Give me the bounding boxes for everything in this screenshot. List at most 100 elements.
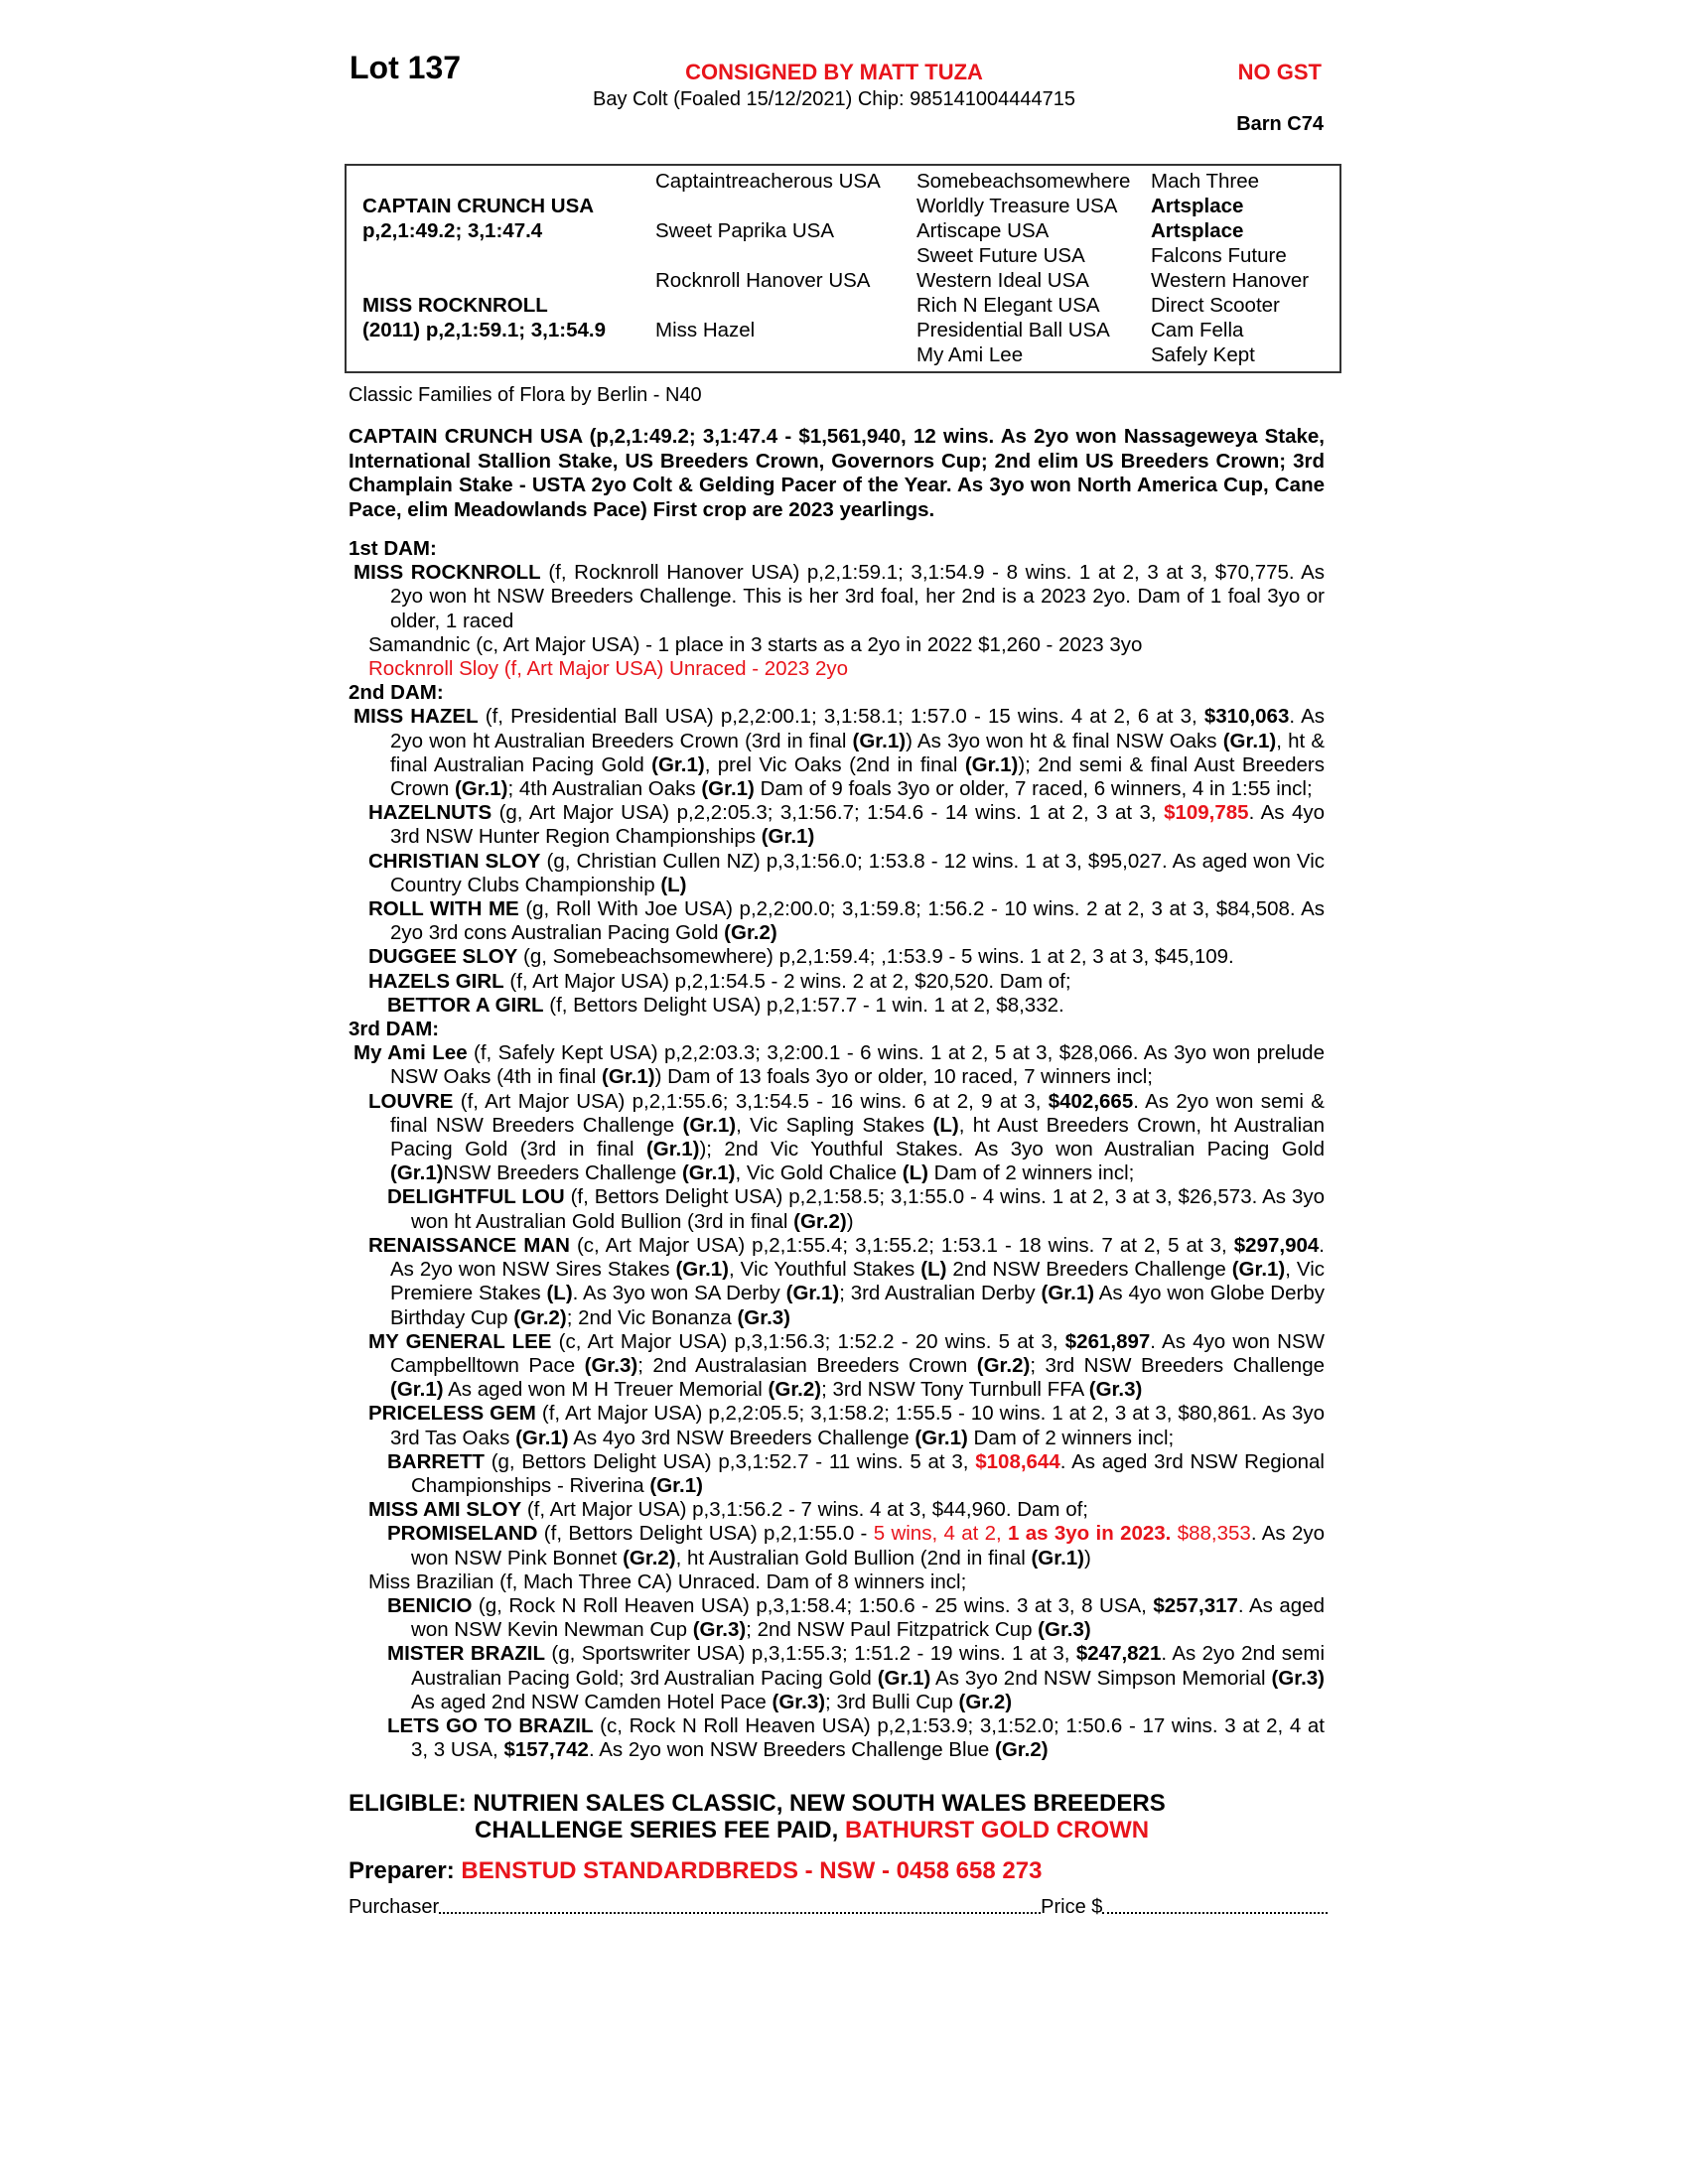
bold-text: (Gr.2): [768, 1378, 822, 1402]
bold-text: (Gr.2): [995, 1738, 1049, 1762]
entry-text: Samandnic (c, Art Major USA) - 1 place i…: [368, 632, 1143, 656]
bold-text: (Gr.1): [964, 752, 1019, 776]
entry-text: . As 2yo won NSW Breeders Challenge Blue: [588, 1738, 996, 1762]
eligibility-line-2: CHALLENGE SERIES FEE PAID, BATHURST GOLD…: [349, 1817, 1166, 1843]
pedigree-entry: MISTER BRAZIL (g, Sportswriter USA) p,3,…: [349, 1642, 1325, 1714]
bold-text: CHRISTIAN SLOY: [368, 849, 541, 873]
bold-text: ROLL WITH ME: [368, 897, 519, 921]
bold-text: (Gr.1): [390, 1161, 444, 1185]
bold-text: (L): [660, 873, 687, 896]
entry-text: ); 2nd semi & final Aust Breeders Crown: [390, 752, 1326, 801]
entry-text: Dam of 2 winners incl;: [967, 1426, 1175, 1449]
bold-text: (Gr.1): [761, 825, 815, 849]
family-line: Classic Families of Flora by Berlin - N4…: [349, 384, 702, 406]
entry-text: (f, Bettors Delight USA) p,2,1:57.7 - 1 …: [543, 993, 1064, 1017]
entry-text: (g, Rock N Roll Heaven USA) p,3,1:58.4; …: [472, 1593, 1154, 1617]
purchaser-field[interactable]: [439, 1912, 1042, 1914]
entry-text: ; 2nd Vic Bonanza: [566, 1305, 738, 1329]
entry-text: , ht & final Australian Pacing Gold: [390, 729, 1326, 776]
pedigree-entry: Miss Brazilian (f, Mach Three CA) Unrace…: [349, 1570, 1325, 1594]
entry-text: (g, Sportswriter USA) p,3,1:55.3; 1:51.2…: [545, 1642, 1076, 1666]
bold-text: (Gr.1): [682, 1113, 737, 1137]
entry-text: (g, Art Major USA) p,2,2:05.3; 3,1:56.7;…: [492, 801, 1165, 825]
bold-text: (Gr.2): [958, 1690, 1013, 1713]
bold-text: MISTER BRAZIL: [387, 1642, 545, 1666]
entry-text: Rocknroll Sloy (f, Art Major USA) Unrace…: [368, 657, 849, 681]
entry-text: NSW Breeders Challenge: [443, 1161, 682, 1185]
entry-text: (f, Art Major USA) p,2,1:54.5 - 2 wins. …: [503, 969, 1071, 993]
bold-text: (Gr.3): [692, 1618, 747, 1642]
pedigree-entry: My Ami Lee (f, Safely Kept USA) p,2,2:03…: [349, 1041, 1325, 1089]
bold-text: BENICIO: [387, 1593, 473, 1617]
purchase-line: Purchaser Price $: [349, 1896, 1329, 1919]
eligibility-line-1: ELIGIBLE: NUTRIEN SALES CLASSIC, NEW SOU…: [349, 1790, 1166, 1817]
pedigree-entry: RENAISSANCE MAN (c, Art Major USA) p,2,1…: [349, 1234, 1325, 1330]
entry-text: (g, Somebeachsomewhere) p,2,1:59.4; ,1:5…: [517, 945, 1234, 969]
entry-text: . As 4yo won NSW Campbelltown Pace: [390, 1329, 1325, 1377]
entry-text: ; 3rd Bulli Cup: [825, 1690, 959, 1713]
pedigree-entry: CHRISTIAN SLOY (g, Christian Cullen NZ) …: [349, 850, 1325, 897]
bold-text: (Gr.2): [513, 1305, 567, 1329]
bold-text: HAZELS GIRL: [368, 969, 504, 993]
bold-text: (Gr.1): [675, 1258, 730, 1282]
lot-number: Lot 137: [350, 50, 462, 85]
bold-text: (Gr.2): [976, 1353, 1031, 1377]
bold-text: (Gr.1): [785, 1282, 840, 1305]
bold-text: (Gr.2): [724, 921, 777, 945]
pedigree-entry: MISS ROCKNROLL (f, Rocknroll Hanover USA…: [349, 561, 1325, 633]
pedigree-entry: LOUVRE (f, Art Major USA) p,2,1:55.6; 3,…: [349, 1090, 1325, 1186]
bold-text: DUGGEE SLOY: [368, 945, 518, 969]
barn-location: Barn C74: [1236, 113, 1324, 135]
entry-text: ; 2nd Australasian Breeders Crown: [637, 1353, 977, 1377]
dam-name: MISS ROCKNROLL: [362, 294, 548, 317]
bold-text: (Gr.1): [1041, 1282, 1095, 1305]
bold-text: (Gr.3): [1038, 1618, 1091, 1642]
entry-text: As aged won M H Treuer Memorial: [443, 1378, 769, 1402]
entry-text: (c, Art Major USA) p,3,1:56.3; 1:52.2 - …: [551, 1329, 1065, 1353]
price-field[interactable]: [1102, 1912, 1329, 1914]
pedigree-gen2: Sweet Paprika USA: [655, 219, 835, 242]
bold-text: (Gr.2): [623, 1546, 676, 1570]
entry-text: ): [1084, 1546, 1091, 1570]
pedigree-entry: PROMISELAND (f, Bettors Delight USA) p,2…: [349, 1522, 1325, 1570]
pedigree-entry: Rocknroll Sloy (f, Art Major USA) Unrace…: [349, 657, 1325, 681]
section-heading: 1st DAM:: [349, 537, 437, 560]
entry-text: , prel Vic Oaks (2nd in final: [704, 752, 965, 776]
entry-text: . As 2yo won semi & final NSW Breeders C…: [390, 1089, 1325, 1137]
bold-text: (Gr.3): [1088, 1378, 1143, 1402]
bold-text: (Gr.1): [454, 777, 508, 801]
preparer: Preparer: BENSTUD STANDARDBREDS - NSW - …: [349, 1857, 1042, 1885]
entry-text: , ht Aust Breeders Crown, ht Australian …: [390, 1113, 1326, 1161]
pedigree-gen3-cell: Rich N Elegant USA: [916, 294, 1100, 317]
bold-text: $157,742: [503, 1738, 589, 1762]
horse-description: Bay Colt (Foaled 15/12/2021) Chip: 98514…: [593, 88, 1075, 110]
bold-text: DELIGHTFUL LOU: [387, 1185, 565, 1209]
eligibility-highlight: BATHURST GOLD CROWN: [844, 1817, 1150, 1843]
bold-text: (Gr.1): [914, 1426, 968, 1449]
entry-text: $88,353: [1171, 1522, 1251, 1546]
consignor: CONSIGNED BY MATT TUZA: [685, 60, 983, 84]
entry-text: (f, Art Major USA) p,3,1:56.2 - 7 wins. …: [521, 1498, 1088, 1522]
eligibility-text: CHALLENGE SERIES FEE PAID,: [475, 1817, 845, 1843]
pedigree-gen4-cell: Cam Fella: [1151, 319, 1244, 341]
pedigree-gen3-cell: Presidential Ball USA: [916, 319, 1110, 341]
entry-text: . As 2yo 2nd semi Australian Pacing Gold…: [411, 1642, 1325, 1690]
bold-text: (Gr.1): [645, 1138, 700, 1161]
pedigree-gen4-cell: Artsplace: [1151, 219, 1244, 242]
bold-text: (L): [920, 1258, 947, 1282]
entry-text: (g, Christian Cullen NZ) p,3,1:56.0; 1:5…: [390, 849, 1325, 896]
pedigree-gen2: Captaintreacherous USA: [655, 170, 881, 193]
entry-text: ; 4th Australian Oaks: [507, 777, 702, 801]
bold-text: BARRETT: [387, 1449, 485, 1473]
pedigree-gen4-cell: Direct Scooter: [1151, 294, 1280, 317]
entry-text: . As 2yo won NSW Sires Stakes: [390, 1233, 1325, 1282]
bold-text: (Gr.1): [701, 777, 755, 801]
entry-text: ) As 3yo won ht & final NSW Oaks: [906, 729, 1223, 752]
preparer-value: BENSTUD STANDARDBREDS - NSW - 0458 658 2…: [461, 1857, 1043, 1884]
bold-text: $109,785: [1164, 801, 1249, 825]
entry-text: (f, Safely Kept USA) p,2,2:03.3; 3,2:00.…: [390, 1041, 1325, 1089]
pedigree-entry: BENICIO (g, Rock N Roll Heaven USA) p,3,…: [349, 1594, 1325, 1642]
pedigree-entry: MISS HAZEL (f, Presidential Ball USA) p,…: [349, 705, 1325, 801]
bold-text: 1 as 3yo in 2023.: [1008, 1522, 1172, 1546]
bold-text: $310,063: [1203, 705, 1290, 729]
